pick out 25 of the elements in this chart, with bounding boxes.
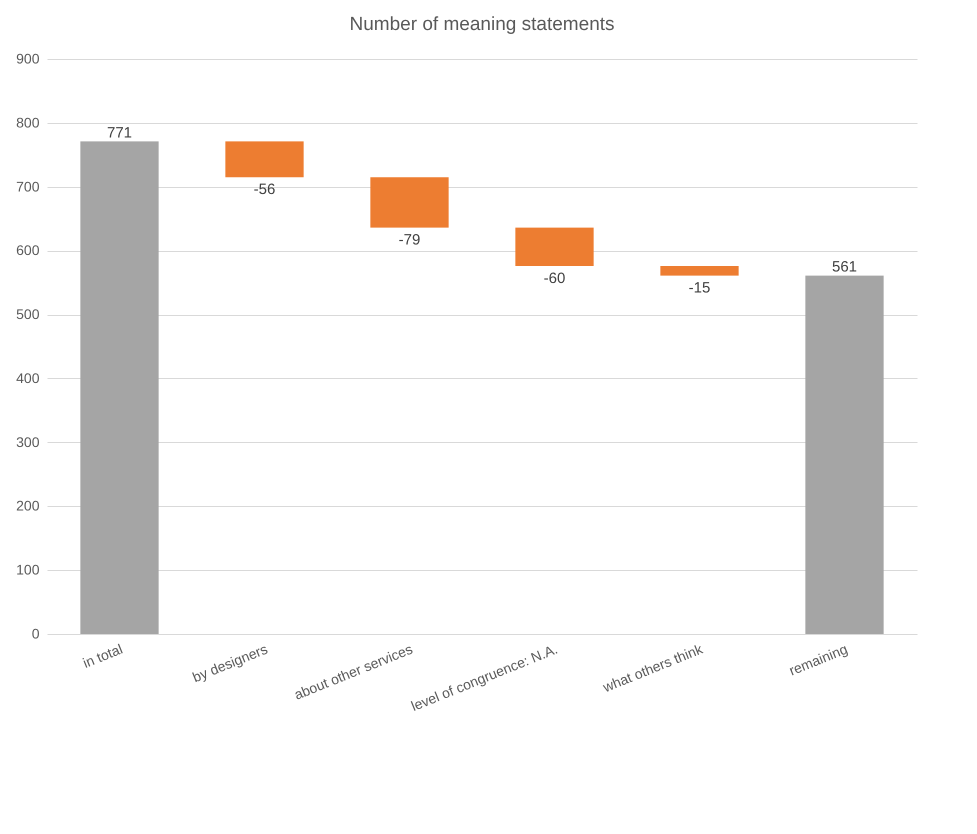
data-label: -56 [254,181,276,198]
data-label: 771 [106,124,132,142]
y-tick-label: 0 [32,626,40,642]
y-tick-label: 100 [16,562,40,578]
data-label: 561 [832,258,858,276]
y-tick-label: 500 [16,306,40,322]
data-label: -15 [688,280,710,297]
bar [225,141,304,178]
chart-title: Number of meaning statements [349,14,615,35]
y-tick-label: 800 [16,114,40,130]
data-label: -60 [544,270,566,287]
bar [515,228,594,266]
y-tick-label: 300 [16,434,40,450]
bar [370,177,449,228]
bar [805,276,884,634]
x-tick-label: what others think [600,640,706,696]
y-tick-label: 700 [16,178,40,194]
data-label: -79 [398,232,420,249]
y-tick-label: 400 [16,370,40,386]
y-tick-label: 200 [16,498,40,514]
bar [80,141,159,634]
y-tick-label: 900 [16,50,40,66]
bar [660,266,739,276]
y-tick-label: 600 [16,242,40,258]
x-tick-label: in total [80,640,125,671]
